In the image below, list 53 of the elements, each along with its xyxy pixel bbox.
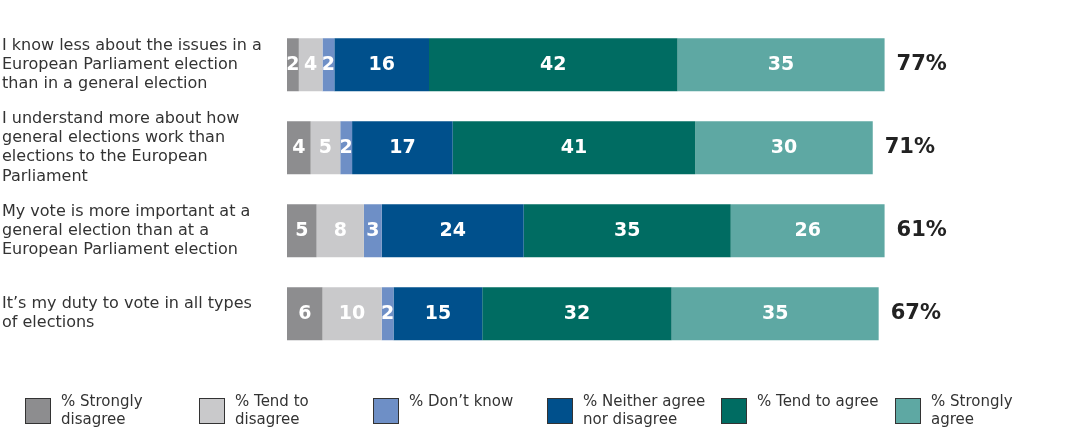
legend-label: % Tend to agree xyxy=(757,392,879,410)
bar xyxy=(322,287,382,341)
bar xyxy=(695,121,873,175)
data-label: 2 xyxy=(380,300,395,323)
text: 77% xyxy=(896,51,947,76)
data-label: 16 xyxy=(368,51,395,74)
bar xyxy=(452,121,696,175)
y-tick-label: I understand more about how general elections work than elections to the European Parliament xyxy=(2,108,240,185)
y-tick-label: It’s my duty to vote in all types of elections xyxy=(2,293,252,332)
bar xyxy=(298,38,323,92)
bar xyxy=(381,204,524,258)
bar xyxy=(316,204,364,258)
text: 67% xyxy=(890,300,941,325)
bar xyxy=(393,287,483,341)
bar xyxy=(429,38,678,92)
data-label: 17 xyxy=(389,134,416,157)
bar xyxy=(352,121,453,175)
data-label: 3 xyxy=(366,217,380,240)
data-label: 5 xyxy=(295,217,309,240)
data-label: 6 xyxy=(298,300,312,323)
text: 71% xyxy=(884,134,936,159)
data-label: 32 xyxy=(563,300,591,323)
bar xyxy=(310,121,341,175)
legend-label: % Tend to disagree xyxy=(235,392,310,428)
legend-label: % Don’t know xyxy=(409,392,514,410)
bar xyxy=(482,287,672,341)
data-label: 35 xyxy=(767,51,795,74)
bar xyxy=(287,204,317,258)
y-tick-label: My vote is more important at a general election than at a European Parliament election xyxy=(2,200,251,259)
data-label: 35 xyxy=(613,217,641,240)
bar xyxy=(287,287,323,341)
legend-label: % Strongly disagree xyxy=(61,392,144,428)
bar xyxy=(334,38,429,92)
bar xyxy=(730,204,885,258)
data-label: 4 xyxy=(292,134,306,157)
data-label: 2 xyxy=(286,51,300,74)
data-label: 2 xyxy=(321,51,336,74)
data-label: 41 xyxy=(560,134,588,157)
bar xyxy=(677,38,885,92)
data-label: 15 xyxy=(424,300,452,323)
legend-label: % Strongly agree xyxy=(931,392,1014,428)
bar xyxy=(523,204,731,258)
data-label: 42 xyxy=(540,51,567,74)
data-label: 35 xyxy=(761,300,789,323)
legend-label: % Neither agree nor disagree xyxy=(583,392,707,428)
bar xyxy=(671,287,879,341)
bar xyxy=(287,121,311,175)
data-label: 30 xyxy=(770,134,798,157)
data-label: 2 xyxy=(339,134,353,157)
y-tick-label: I know less about the issues in a European Parliament election than in a general election xyxy=(2,34,262,93)
data-label: 24 xyxy=(439,217,466,240)
text: 61% xyxy=(896,217,947,242)
data-label: 26 xyxy=(794,217,821,240)
